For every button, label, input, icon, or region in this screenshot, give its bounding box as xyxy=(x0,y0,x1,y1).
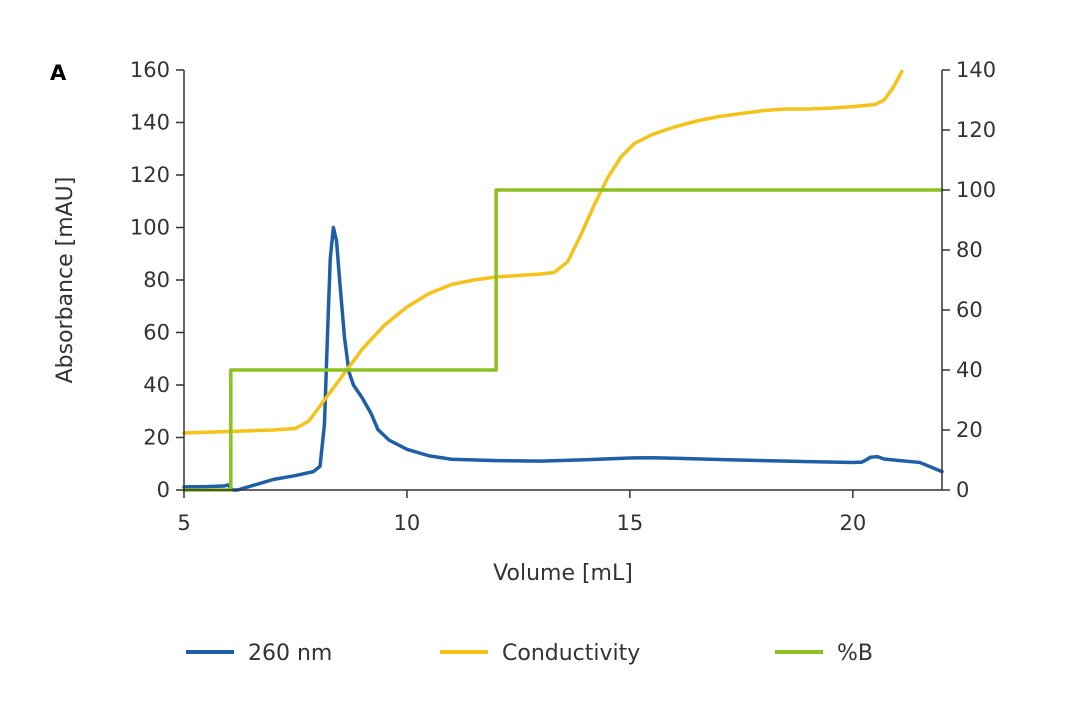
legend-label-0: 260 nm xyxy=(248,641,332,666)
y-tick-label-0: 0 xyxy=(157,478,170,502)
y-tick-label-8: 160 xyxy=(130,58,170,82)
y2-tick-label-1: 20 xyxy=(956,418,983,442)
y2-tick-label-0: 0 xyxy=(956,478,969,502)
y-tick-label-3: 60 xyxy=(143,321,170,345)
series-line-1 xyxy=(182,69,904,435)
series-line-0 xyxy=(182,225,944,492)
y2-tick-label-2: 40 xyxy=(956,358,983,382)
y-tick-label-7: 140 xyxy=(130,111,170,135)
x-tick-label-1: 10 xyxy=(394,511,421,535)
y-tick-label-5: 100 xyxy=(130,216,170,240)
series-line-2 xyxy=(182,188,944,492)
plot-series xyxy=(182,69,944,492)
panel-label: A xyxy=(50,61,67,85)
legend-label-2: %B xyxy=(837,641,873,666)
y-axis-title: Absorbance [mAU] xyxy=(53,177,78,384)
x-tick-label-3: 20 xyxy=(839,511,866,535)
legend-label-1: Conductivity xyxy=(502,641,640,666)
y2-tick-label-5: 100 xyxy=(956,178,996,202)
y-tick-label-6: 120 xyxy=(130,163,170,187)
x-tick-label-0: 5 xyxy=(177,511,190,535)
axis-ticks: 5 10 15 20 0 20 40 60 80 100 120 140 160 0 20 40 60 80 100… xyxy=(130,58,996,535)
y-tick-label-4: 80 xyxy=(143,268,170,292)
y2-tick-label-4: 80 xyxy=(956,238,983,262)
y-tick-label-2: 40 xyxy=(143,373,170,397)
y2-tick-label-7: 140 xyxy=(956,58,996,82)
y-tick-label-1: 20 xyxy=(143,426,170,450)
legend: 260 nm Conductivity %B xyxy=(186,641,873,666)
y2-tick-label-6: 120 xyxy=(956,118,996,142)
x-axis-title: Volume [mL] xyxy=(493,561,633,586)
y2-tick-label-3: 60 xyxy=(956,298,983,322)
x-tick-label-2: 15 xyxy=(617,511,644,535)
